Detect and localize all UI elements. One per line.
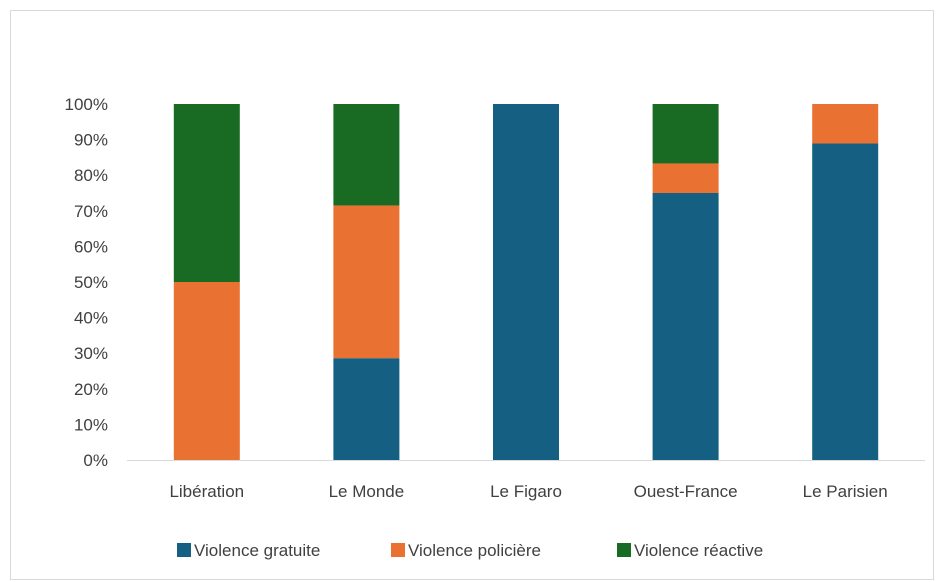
legend-swatch [177, 543, 191, 557]
y-tick-label: 100% [65, 95, 108, 114]
y-tick-label: 60% [74, 237, 108, 256]
bar-segment [333, 205, 400, 359]
y-tick-label: 50% [74, 273, 108, 292]
bars [173, 104, 879, 461]
y-tick-label: 10% [74, 415, 108, 434]
x-tick-label: Le Monde [329, 482, 405, 501]
legend: Violence gratuite Violence policière Viole… [177, 541, 763, 560]
bar-segment [333, 358, 400, 460]
bar-segment [493, 104, 559, 460]
bar-segment [652, 193, 719, 460]
bar-segment [173, 104, 240, 282]
y-tick-label: 30% [74, 344, 108, 363]
bar-segment [812, 143, 879, 461]
legend-label: Violence gratuite [194, 541, 320, 560]
x-tick-label: Le Figaro [490, 482, 562, 501]
y-tick-label: 90% [74, 131, 108, 150]
y-tick-label: 40% [74, 309, 108, 328]
bar-segment [652, 163, 719, 193]
x-tick-label: Libération [169, 482, 244, 501]
x-axis-tick-labels: Libération Le Monde Le Figaro Ouest-France L… [169, 482, 887, 501]
y-tick-label: 0% [83, 451, 108, 470]
bar-segment [333, 104, 400, 206]
y-tick-label: 70% [74, 202, 108, 221]
y-tick-label: 80% [74, 166, 108, 185]
legend-swatch [391, 543, 405, 557]
y-axis-tick-labels: 0% 10% 20% 30% 40% 50% 60% 70% 80% 90% 100% [65, 95, 108, 470]
x-tick-label: Ouest-France [634, 482, 738, 501]
legend-swatch [617, 543, 631, 557]
bar-segment [652, 104, 719, 164]
y-tick-label: 20% [74, 380, 108, 399]
legend-label: Violence policière [408, 541, 541, 560]
chart-frame [10, 10, 934, 580]
bar-segment [173, 282, 240, 460]
bar-segment [812, 104, 879, 144]
x-tick-label: Le Parisien [803, 482, 888, 501]
legend-label: Violence réactive [634, 541, 763, 560]
